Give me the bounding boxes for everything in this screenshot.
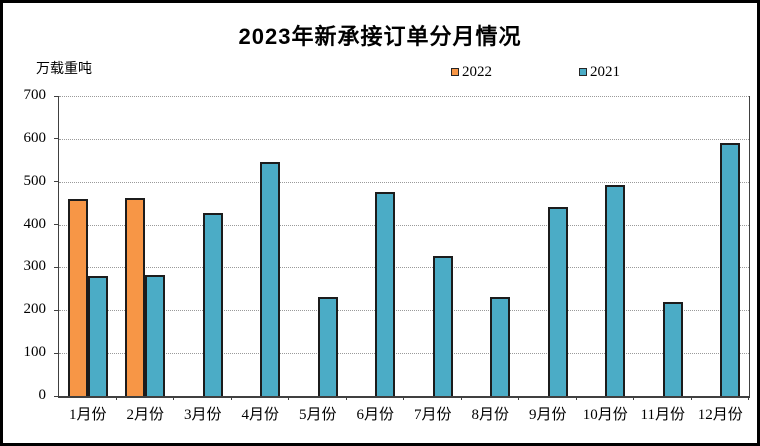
x-axis-label-11月份: 11月份 <box>640 407 685 423</box>
y-axis-tick <box>54 224 59 226</box>
bar-2021-3月份 <box>202 212 223 396</box>
x-axis-label-10月份: 10月份 <box>582 407 628 423</box>
bar-2021-4月份 <box>260 161 281 396</box>
category-slot-2月份: 2月份 <box>117 96 174 423</box>
category-slot-10月份: 10月份 <box>577 96 634 423</box>
x-axis-label-4月份: 4月份 <box>241 407 279 423</box>
gridline-400 <box>59 224 749 226</box>
category-slot-4月份: 4月份 <box>232 96 289 423</box>
y-axis-labels: 0 100 200 300 400 500 600 700 <box>3 87 52 403</box>
legend-item-2021: 2021 <box>579 64 620 80</box>
y-axis-tick-label: 300 <box>23 258 47 275</box>
x-axis-label-7月份: 7月份 <box>413 407 452 423</box>
gridline-700 <box>59 96 749 97</box>
x-axis-tick <box>748 396 749 400</box>
category-slot-11月份: 11月份 <box>634 96 692 423</box>
x-axis-label-8月份: 8月份 <box>471 407 509 423</box>
y-axis-tick <box>54 95 59 97</box>
bar-2021-8月份 <box>490 296 511 396</box>
x-axis-tick <box>633 396 634 400</box>
y-axis-tick-label: 400 <box>23 215 47 232</box>
category-slot-1月份: 1月份 <box>59 96 117 423</box>
category-slot-9月份: 9月份 <box>519 96 577 423</box>
x-axis-tick <box>173 396 174 400</box>
gridline-200 <box>59 310 749 312</box>
x-axis-label-6月份: 6月份 <box>356 407 394 423</box>
legend-swatch-2022 <box>451 68 459 76</box>
x-axis-tick <box>230 396 232 400</box>
x-axis-label-9月份: 9月份 <box>528 407 567 423</box>
bar-2021-1月份 <box>87 276 108 396</box>
x-axis-tick <box>403 396 404 400</box>
legend: 2022 2021 <box>3 65 757 83</box>
y-axis-tick <box>54 181 59 183</box>
legend-label-2021: 2021 <box>590 64 620 80</box>
bar-2021-12月份 <box>720 142 741 396</box>
x-axis-label-2月份: 2月份 <box>126 407 164 423</box>
x-axis-label-12月份: 12月份 <box>697 407 743 423</box>
plot-area: 1月份 2月份 3月份 4月份 5月份 6月份 7月份 8月份 9月份 10月份 11月份 12月份 <box>54 95 750 423</box>
bar-2021-10月份 <box>605 184 626 396</box>
category-slot-3月份: 3月份 <box>174 96 232 423</box>
category-slot-5月份: 5月份 <box>289 96 347 423</box>
x-axis-tick <box>690 396 692 400</box>
y-axis-tick <box>54 309 59 311</box>
y-axis-tick <box>54 352 59 354</box>
bar-2021-11月份 <box>662 301 683 396</box>
y-axis-tick <box>54 395 59 397</box>
x-axis-tick <box>575 396 577 400</box>
gridline-600 <box>59 138 749 140</box>
chart-title: 2023年新承接订单分月情况 <box>238 24 522 49</box>
category-slot-8月份: 8月份 <box>462 96 519 423</box>
legend-swatch-2021 <box>579 68 587 76</box>
x-axis-tick <box>460 396 462 400</box>
gridline-500 <box>59 181 749 183</box>
x-axis-tick <box>345 396 347 400</box>
bar-2021-9月份 <box>547 207 568 396</box>
bar-2022-2月份 <box>125 198 146 396</box>
gridline-100 <box>59 353 749 355</box>
category-slot-7月份: 7月份 <box>404 96 462 423</box>
category-slot-6月份: 6月份 <box>347 96 404 423</box>
y-axis-tick <box>54 266 59 268</box>
y-axis-tick-label: 100 <box>23 344 47 361</box>
bar-2021-5月份 <box>317 297 338 396</box>
x-axis-tick <box>288 396 289 400</box>
x-axis-label-5月份: 5月份 <box>298 407 337 423</box>
y-axis-tick-label: 600 <box>23 130 47 147</box>
gridline-300 <box>59 267 749 269</box>
y-axis-tick-label: 500 <box>23 172 47 189</box>
y-axis-tick-label: 700 <box>23 87 47 104</box>
x-axis-tick <box>115 396 117 400</box>
y-axis-unit-label: 万载重吨 <box>36 62 92 77</box>
bar-slots: 1月份 2月份 3月份 4月份 5月份 6月份 7月份 8月份 9月份 10月份 11月份 12月份 <box>59 96 749 423</box>
x-axis-tick <box>518 396 519 400</box>
bar-2021-7月份 <box>432 256 453 396</box>
category-slot-12月份: 12月份 <box>692 96 749 423</box>
y-axis-tick-label: 200 <box>23 301 47 318</box>
bar-2021-6月份 <box>375 191 396 396</box>
x-axis-label-1月份: 1月份 <box>68 407 107 423</box>
bar-2022-1月份 <box>67 198 88 396</box>
y-axis-tick-label: 0 <box>38 387 47 404</box>
x-axis-label-3月份: 3月份 <box>183 407 222 423</box>
y-axis-tick <box>54 138 59 140</box>
legend-item-2022: 2022 <box>451 64 492 80</box>
bar-2021-2月份 <box>145 274 166 396</box>
legend-label-2022: 2022 <box>462 64 492 80</box>
